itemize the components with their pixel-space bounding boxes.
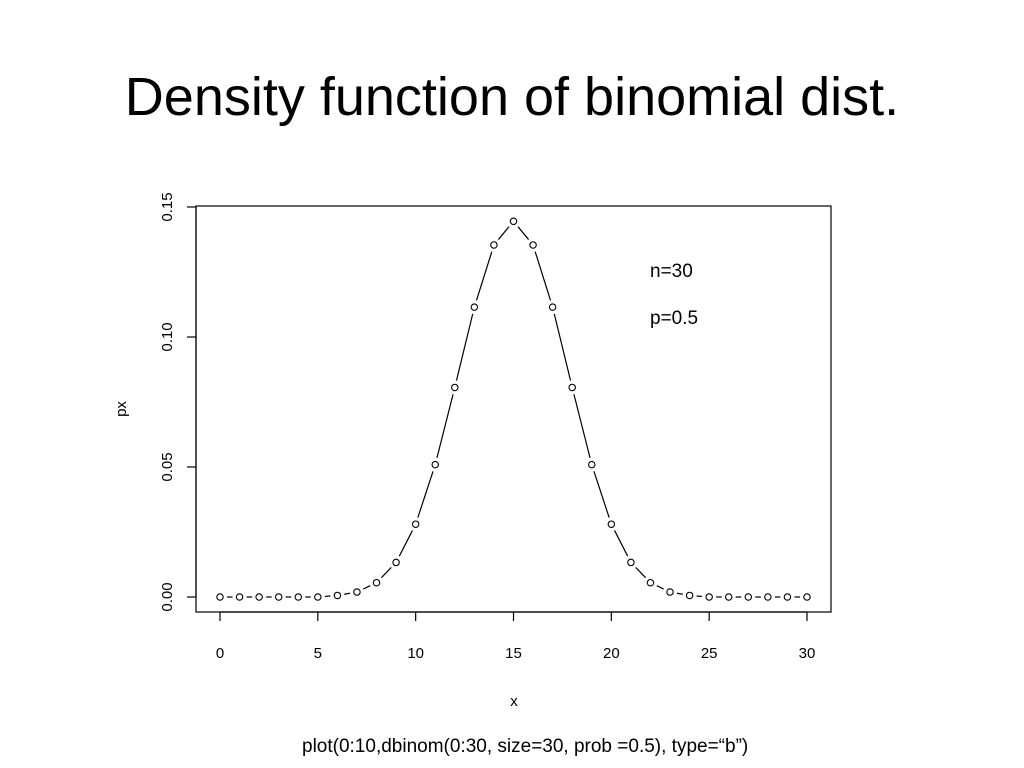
series-line-segment <box>656 585 664 590</box>
series-line-segments <box>227 226 800 598</box>
y-tick-label: 0.00 <box>159 582 176 611</box>
series-line-segment <box>676 592 683 595</box>
code-caption: plot(0:10,dbinom(0:30, size=30, prob =0.… <box>302 736 749 757</box>
data-point <box>666 588 674 596</box>
data-point <box>353 588 361 596</box>
data-point <box>431 460 439 469</box>
data-point <box>411 520 420 528</box>
series-points <box>216 217 811 601</box>
data-point <box>274 593 283 601</box>
binomial-density-chart: 0 5 10 15 20 25 30 0.000.050.100.15 x px n=30 … <box>113 192 832 710</box>
series-line-segment <box>635 567 647 579</box>
series-line-segment <box>497 226 510 240</box>
data-point <box>490 241 498 249</box>
y-axis-label: px <box>113 401 130 417</box>
x-tick-label: 10 <box>407 645 424 662</box>
x-tick-label: 25 <box>701 645 718 662</box>
annotation-p: p=0.5 <box>650 308 698 329</box>
data-point <box>529 241 537 249</box>
data-point <box>803 593 811 601</box>
data-point <box>470 303 479 311</box>
data-point <box>744 593 753 601</box>
data-point <box>314 593 322 601</box>
data-point <box>627 558 635 567</box>
data-point <box>451 383 459 392</box>
x-tick-label: 20 <box>603 645 620 662</box>
data-point <box>255 593 263 601</box>
data-point <box>764 593 772 601</box>
data-point <box>724 593 733 601</box>
data-point <box>372 578 381 587</box>
series-line-segment <box>573 394 591 459</box>
data-point <box>235 593 244 601</box>
x-tick-label: 5 <box>314 645 322 662</box>
series-line-segment <box>613 530 629 557</box>
x-axis-label: x <box>510 693 518 710</box>
series-line-segment <box>553 313 572 381</box>
annotation-n: n=30 <box>650 261 693 282</box>
y-tick-label: 0.15 <box>159 192 176 221</box>
data-point <box>392 558 400 567</box>
data-point <box>294 593 303 601</box>
x-tick-label: 0 <box>216 645 224 662</box>
plot-frame <box>195 205 832 613</box>
y-axis: 0.00 0.05 0.10 0.15 <box>159 192 197 612</box>
data-point <box>646 578 655 587</box>
series-line-segment <box>455 313 474 381</box>
slide-title: Density function of binomial dist. <box>124 67 900 127</box>
x-tick-label: 15 <box>505 645 522 662</box>
data-point <box>588 460 596 469</box>
data-point <box>705 593 713 601</box>
series-line-segment <box>363 585 371 590</box>
data-point <box>568 383 576 392</box>
series-line-segment <box>593 471 610 518</box>
y-tick-label: 0.05 <box>159 452 176 481</box>
x-axis: 0 5 10 15 20 25 30 <box>216 611 816 662</box>
series-line-segment <box>534 251 552 301</box>
data-point <box>685 591 694 600</box>
series-line-segment <box>344 592 351 595</box>
series-line-segment <box>517 226 530 240</box>
series-line-segment <box>475 251 493 301</box>
data-point <box>333 591 342 600</box>
series-line-segment <box>380 567 392 579</box>
data-point <box>548 303 557 311</box>
data-point <box>783 593 792 601</box>
x-tick-label: 30 <box>799 645 816 662</box>
data-point <box>607 520 616 528</box>
data-point <box>509 217 518 226</box>
series-line-segment <box>417 471 434 518</box>
y-tick-label: 0.10 <box>159 322 176 351</box>
data-point <box>216 593 224 601</box>
series-line-segment <box>436 394 454 459</box>
series-line-segment <box>398 530 414 557</box>
